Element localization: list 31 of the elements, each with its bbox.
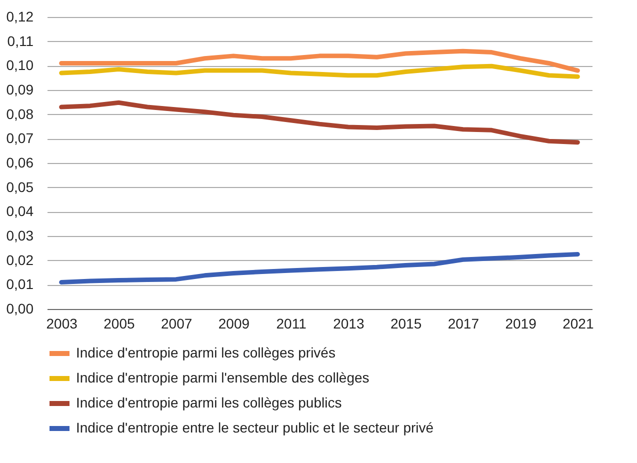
line-series bbox=[59, 64, 580, 79]
legend-label: Indice d'entropie parmi les collèges privés bbox=[76, 344, 336, 360]
y-tick-label: 0,05 bbox=[6, 178, 34, 195]
x-tick-label: 2003 bbox=[46, 316, 78, 332]
y-tick-label: 0,00 bbox=[6, 300, 34, 316]
y-tick-label: 0,09 bbox=[6, 82, 34, 98]
line-series bbox=[59, 252, 580, 284]
line-series bbox=[59, 48, 580, 73]
x-tick-label: 2011 bbox=[276, 316, 307, 332]
x-tick-label: 2005 bbox=[104, 316, 135, 332]
x-tick-label: 2017 bbox=[448, 316, 480, 332]
x-tick-label: 2013 bbox=[333, 316, 364, 332]
y-tick-label: 0,01 bbox=[6, 276, 34, 292]
y-tick-label: 0,04 bbox=[6, 203, 34, 220]
y-tick-label: 0,12 bbox=[6, 8, 34, 24]
y-tick-label: 0,06 bbox=[6, 154, 34, 170]
legend-label: Indice d'entropie entre le secteur public et le secteur privé bbox=[76, 420, 434, 436]
x-tick-label: 2007 bbox=[161, 316, 192, 332]
x-tick-label: 2021 bbox=[562, 316, 594, 332]
x-tick-label: 2019 bbox=[505, 316, 537, 332]
legend-label: Indice d'entropie parmi l'ensemble des collèges bbox=[76, 370, 370, 386]
y-tick-label: 0,10 bbox=[6, 57, 34, 74]
y-tick-label: 0,03 bbox=[6, 228, 34, 244]
y-tick-label: 0,07 bbox=[6, 130, 34, 146]
x-tick-label: 2009 bbox=[218, 316, 250, 332]
line-series bbox=[59, 100, 580, 145]
y-tick-label: 0,08 bbox=[6, 106, 34, 122]
x-tick-label: 2015 bbox=[390, 316, 422, 332]
y-tick-label: 0,11 bbox=[7, 32, 34, 49]
y-tick-label: 0,02 bbox=[6, 252, 34, 268]
legend-label: Indice d'entropie parmi les collèges publics bbox=[76, 394, 342, 410]
